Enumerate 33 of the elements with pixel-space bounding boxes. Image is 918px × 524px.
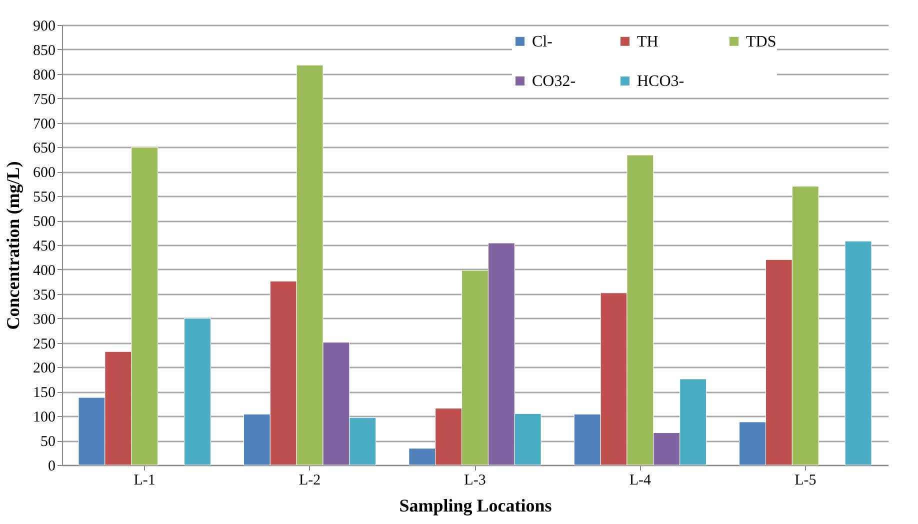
- y-tick-label: 900: [33, 18, 56, 34]
- y-tick-label: 400: [33, 262, 56, 279]
- y-tick-label: 50: [40, 434, 56, 450]
- y-tick-label: 600: [33, 165, 56, 182]
- y-axis-title: Concentration (mg/L): [3, 161, 23, 330]
- x-tick-label: L-5: [794, 472, 816, 488]
- legend-label: CO32-: [532, 73, 576, 90]
- y-tick-label: 750: [33, 92, 56, 108]
- bar: [844, 240, 872, 466]
- y-tick-label: 800: [33, 67, 56, 84]
- legend-label: HCO3-: [637, 73, 684, 90]
- y-tick-label: 200: [33, 360, 56, 377]
- bar: [184, 318, 211, 466]
- x-axis-title: Sampling Locations: [399, 496, 552, 516]
- y-tick-label: 0: [48, 458, 56, 474]
- y-tick-label: 350: [33, 287, 56, 304]
- legend-label: TH: [637, 33, 659, 50]
- x-tick-label: L-2: [298, 472, 321, 488]
- y-tick-label: 100: [33, 410, 56, 426]
- y-tick-label: 550: [33, 190, 56, 206]
- y-tick-label: 450: [33, 238, 56, 254]
- x-tick-label: L-1: [134, 472, 156, 488]
- y-tick-label: 650: [33, 140, 56, 157]
- y-tick-label: 250: [33, 336, 56, 352]
- y-tick-label: 700: [33, 116, 56, 132]
- legend-label: Cl-: [532, 33, 552, 50]
- y-tick-label: 500: [33, 214, 56, 230]
- x-tick-label: L-3: [464, 472, 486, 488]
- legend-label: TDS: [746, 33, 776, 50]
- y-tick-label: 300: [33, 312, 56, 328]
- y-tick-label: 150: [33, 385, 56, 402]
- x-tick-label: L-4: [629, 472, 652, 488]
- y-tick-label: 850: [33, 42, 56, 59]
